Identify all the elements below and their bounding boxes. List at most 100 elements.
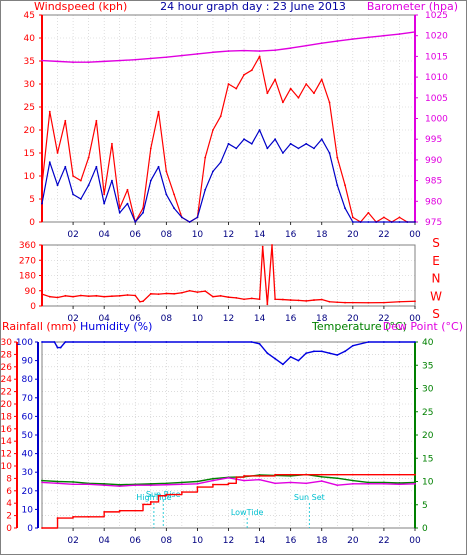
rainfall-line-point [134, 509, 137, 512]
windspeed-line-point [165, 170, 168, 173]
humidity-axis-label: Humidity (%) [80, 320, 152, 333]
axis-tick-label: 60 [22, 412, 34, 422]
dewpoint-line-point [336, 484, 339, 487]
wind-direction-line-point [398, 300, 401, 303]
time-tick-label: 00 [409, 536, 421, 546]
axis-tick-label: 5 [422, 501, 428, 511]
rainfall-line-point [351, 473, 354, 476]
windspeed-axis-label: Windspeed (kph) [34, 0, 127, 13]
temperature-axis-label: Temperature (°C) [311, 320, 407, 333]
average-speed-line-point [414, 221, 416, 223]
axis-tick-label: 10 [24, 172, 36, 182]
windspeed-line-point [126, 188, 129, 191]
dewpoint-line-point [398, 483, 401, 486]
rainfall-line-point [258, 475, 261, 477]
rain-humidity-temp-time-ticks: 02 04 06 08 10 12 14 16 18 20 22 00 [67, 528, 421, 546]
temperature-line-point [289, 475, 292, 477]
windspeed-line-point [235, 87, 238, 90]
humidity-line-point [274, 357, 277, 360]
average-speed-line-point [250, 142, 253, 145]
axis-tick-label: 985 [425, 177, 442, 187]
average-speed-line-point [111, 179, 113, 182]
rainfall-line-point [414, 473, 416, 476]
temperature-line-point [383, 481, 385, 484]
temperature-line-point [103, 482, 106, 485]
axis-tick-label: 2 [6, 512, 12, 522]
barometer-line-point [243, 49, 245, 52]
annotation-label: HighTide [136, 493, 171, 502]
average-speed-line-point [48, 161, 51, 164]
barometer-line-point [196, 53, 199, 55]
average-speed-line-point [344, 207, 346, 210]
humidity-line-point [313, 350, 315, 353]
rainfall-line-point [398, 473, 401, 476]
rainfall-line-point [103, 510, 106, 513]
windspeed-line-point [79, 179, 82, 182]
wind-direction-line-point [227, 296, 230, 299]
axis-tick-label: 10 [1, 462, 13, 472]
humidity-line-point [305, 352, 308, 355]
temperature-line-point [180, 481, 183, 484]
axis-tick-label: 990 [425, 156, 442, 166]
dewpoint-line-point [383, 482, 385, 485]
barometer-line-point [320, 42, 323, 45]
windspeed-line-point [95, 119, 98, 122]
time-tick-label: 08 [161, 536, 173, 546]
average-speed-line-point [126, 202, 129, 205]
compass-letter: S [432, 236, 440, 250]
humidity-line-point [258, 342, 261, 345]
average-speed-line-point [336, 184, 339, 187]
graph-title: 24 hour graph day : 23 June 2013 [160, 0, 346, 13]
barometer-line-point [180, 54, 183, 57]
axis-tick-label: 30 [1, 338, 13, 348]
barometer-line-point [414, 31, 416, 33]
wind-direction-line-point [367, 301, 370, 304]
humidity-line-point [289, 355, 292, 358]
annotation-label: LowTide [231, 508, 264, 517]
windspeed-line-point [367, 211, 370, 214]
average-speed-line-point [165, 193, 168, 196]
axis-tick-label: 0 [27, 524, 33, 534]
average-speed-line-point [134, 221, 137, 223]
compass-letter: E [432, 254, 440, 268]
barometer-line-point [351, 38, 354, 40]
rainfall-axis-label: Rainfall (mm) [2, 320, 76, 333]
axis-tick-label: 1000 [425, 115, 448, 125]
time-tick-label: 04 [98, 314, 110, 324]
dewpoint-line-point [274, 482, 277, 485]
time-tick-label: 14 [254, 314, 266, 324]
wind-direction-line-point [250, 297, 253, 300]
average-speed-line-point [72, 193, 74, 196]
time-tick-label: 14 [254, 536, 266, 546]
windspeed-line-point [219, 115, 222, 118]
barometer-line-point [227, 50, 230, 52]
wind-direction-line-point [351, 301, 354, 304]
temperature-line-point [196, 480, 199, 483]
axis-tick-label: 50 [22, 431, 34, 441]
temperature-line-point [414, 481, 416, 484]
rainfall-line-point [367, 473, 370, 476]
axis-tick-label: 1010 [425, 73, 448, 83]
time-tick-label: 12 [223, 536, 234, 546]
temperature-line-point [351, 479, 354, 482]
compass-letter: N [432, 272, 441, 286]
windspeed-line-point [344, 184, 346, 187]
average-speed-line-point [95, 165, 98, 168]
average-speed-line-point [180, 216, 183, 219]
axis-tick-label: 8 [6, 474, 12, 484]
average-speed-line-point [118, 211, 121, 214]
humidity-line-point [266, 352, 269, 355]
humidity-line-point [165, 341, 168, 343]
barometer-line-point [134, 58, 137, 61]
rainfall-line-point [118, 509, 121, 512]
barometer-line-point [258, 50, 261, 52]
average-speed-line-point [281, 152, 284, 154]
average-speed-line-point [398, 221, 401, 223]
average-speed-line-point [406, 221, 409, 223]
humidity-line-point [56, 346, 59, 349]
average-speed-line-point [219, 161, 222, 164]
time-tick-label: 06 [130, 230, 142, 240]
windspeed-line-point [297, 96, 300, 99]
axis-tick-label: 24 [1, 375, 13, 385]
temperature-line-point [41, 479, 43, 482]
